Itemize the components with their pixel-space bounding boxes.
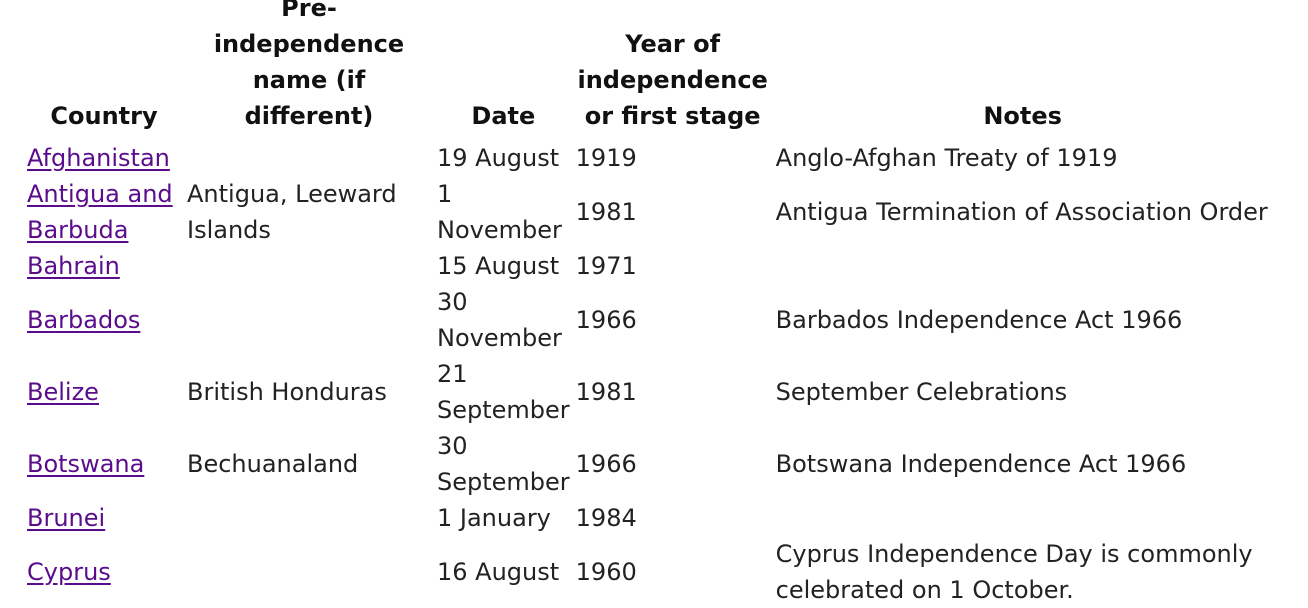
year-cell: 1966 [575,450,637,478]
table-row: Barbados 30 November 1966 Barbados Indep… [24,284,1273,356]
country-link[interactable]: Belize [27,378,99,406]
country-cell: Antigua and Barbuda [24,176,184,248]
country-cell: Afghanistan [24,140,184,176]
country-link[interactable]: Brunei [27,504,106,532]
year-cell: 1984 [575,504,637,532]
pre-name-cell [184,140,434,176]
independence-table: Country Pre-independence name (if differ… [24,0,1273,608]
date-cell: 1 November [437,180,562,244]
table-header-row: Country Pre-independence name (if differ… [24,0,1273,140]
country-cell: Cyprus [24,536,184,608]
header-country: Country [50,102,158,130]
header-notes: Notes [983,102,1062,130]
date-cell: 1 January [437,504,551,532]
header-pre-independence-name: Pre-independence name (if different) [213,0,405,130]
notes-cell [773,248,1273,284]
pre-name-cell: British Honduras [187,378,387,406]
pre-name-cell: Antigua, Leeward Islands [187,180,397,244]
country-cell: Belize [24,356,184,428]
country-cell: Bahrain [24,248,184,284]
pre-name-cell [184,284,434,356]
date-cell: 30 November [437,288,562,352]
pre-name-cell [184,500,434,536]
country-link[interactable]: Bahrain [27,252,120,280]
header-year: Year of independence or first stage [577,30,768,130]
notes-cell: September Celebrations [775,378,1068,406]
table-row: Cyprus 16 August 1960 Cyprus Independenc… [24,536,1273,608]
year-cell: 1981 [575,198,637,226]
country-link[interactable]: Barbados [27,306,141,334]
country-cell: Barbados [24,284,184,356]
table-row: Belize British Honduras 21 September 198… [24,356,1273,428]
country-link[interactable]: Cyprus [27,558,111,586]
header-date: Date [471,102,536,130]
country-cell: Botswana [24,428,184,500]
table-row: Brunei 1 January 1984 [24,500,1273,536]
date-cell: 19 August [437,144,560,172]
pre-name-cell: Bechuanaland [187,450,359,478]
year-cell: 1919 [575,144,637,172]
year-cell: 1971 [575,252,637,280]
notes-cell [773,500,1273,536]
country-link[interactable]: Botswana [27,450,145,478]
country-link[interactable]: Antigua and Barbuda [27,180,173,244]
table-row: Bahrain 15 August 1971 [24,248,1273,284]
pre-name-cell [184,536,434,608]
table-row: Botswana Bechuanaland 30 September 1966 … [24,428,1273,500]
notes-cell: Barbados Independence Act 1966 [775,306,1183,334]
notes-cell: Botswana Independence Act 1966 [775,450,1187,478]
country-link[interactable]: Afghanistan [27,144,170,172]
pre-name-cell [184,248,434,284]
country-cell: Brunei [24,500,184,536]
notes-cell: Anglo-Afghan Treaty of 1919 [775,144,1118,172]
date-cell: 21 September [437,360,570,424]
table-row: Antigua and Barbuda Antigua, Leeward Isl… [24,176,1273,248]
notes-cell: Antigua Termination of Association Order [775,198,1268,226]
year-cell: 1960 [575,558,637,586]
date-cell: 15 August [437,252,560,280]
table-row: Afghanistan 19 August 1919 Anglo-Afghan … [24,140,1273,176]
year-cell: 1981 [575,378,637,406]
date-cell: 30 September [437,432,570,496]
date-cell: 16 August [437,558,560,586]
notes-cell: Cyprus Independence Day is commonly cele… [775,540,1253,604]
year-cell: 1966 [575,306,637,334]
